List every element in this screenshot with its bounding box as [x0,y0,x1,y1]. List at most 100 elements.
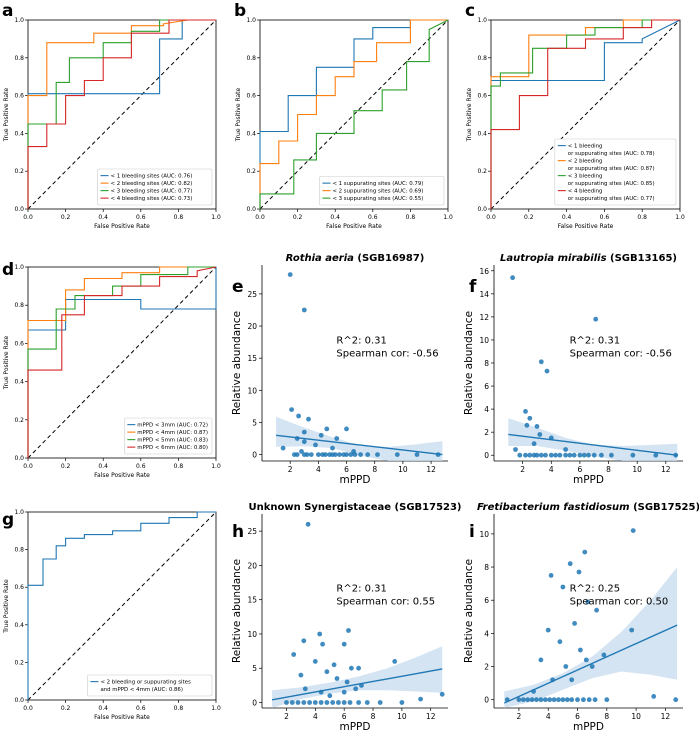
data-point [341,641,347,647]
data-point [523,409,528,414]
data-point [560,584,566,590]
data-point [593,316,599,322]
data-point [513,447,518,452]
data-point [553,452,558,458]
data-point [516,697,522,703]
y-axis-label: True Positive Rate [3,87,10,142]
y-axis-label: Relative abundance [231,311,243,415]
x-tick-label: 0.6 [136,214,146,221]
data-point [330,700,336,705]
data-point [563,447,568,452]
data-point [414,452,420,457]
y-tick-label: 0 [484,696,489,705]
x-tick-label: 6 [575,712,580,721]
spearman-annotation: Spearman cor: -0.56 [570,348,672,359]
x-tick-label: 6 [578,465,583,474]
data-point [604,697,610,703]
data-point [344,679,350,685]
x-tick-label: 0.0 [23,463,33,470]
data-point [524,422,530,428]
y-tick-label: 15 [247,354,257,363]
data-point [334,676,340,681]
y-tick-label: 10 [479,336,489,345]
x-axis-label: False Positive Rate [558,223,614,230]
data-point [537,432,543,437]
scatter-panel-i: 2 4 6 8 10 12 0 2 4 6 8 10 mPPD Relative abundance Fre… [463,502,699,730]
data-point [629,627,635,633]
x-tick-label: 4 [549,465,554,474]
y-tick-label: 1.0 [14,509,24,516]
data-point [581,697,586,703]
chart-title: Fretibacterium fastidiosum (SGB17525) [477,502,699,513]
chance-diagonal-line [27,511,217,701]
data-point [324,669,330,675]
data-point [531,441,537,447]
x-tick-label: 0.6 [600,214,610,221]
y-tick-label: 0.2 [14,417,24,424]
data-point [302,686,308,692]
y-tick-label: 4 [484,629,489,638]
y-tick-label: 0.2 [477,168,487,175]
chart-title: Rothia aeria (SGB16987) [286,253,425,264]
y-tick-label: 1.0 [14,17,24,24]
data-point [567,452,573,458]
data-point [399,700,405,705]
data-point [583,657,589,663]
data-point [346,628,351,633]
legend-entry: < 4 bleeding [568,189,603,195]
y-tick-label: 4 [484,405,489,414]
data-point [577,452,583,458]
panel-label-d: d [2,260,14,280]
data-point [308,452,314,457]
data-point [312,700,318,705]
data-point [336,700,341,705]
plot-frame [259,19,449,210]
y-tick-label: 0.4 [477,130,487,137]
roc-panel-d: 0.0 0.2 0.4 0.6 0.8 1.0 0.0 0.2 0.4 0.6 0.8 1.0 Fals… [3,264,221,479]
legend-entry: or suppurating sites (AUC: 0.77) [568,196,655,202]
data-point [548,452,554,458]
data-point [538,452,544,458]
title-species-name: Lautropia mirabilis [500,253,607,264]
data-point [337,452,342,457]
legend-entry: < 2 suppurating sites (AUC: 0.69) [332,189,423,195]
data-point [529,697,535,703]
data-point [578,647,583,653]
legend-entry: mPPD < 5mm (AUC: 0.83) [137,438,208,444]
data-point [560,697,566,703]
y-tick-label: 16 [479,267,489,276]
data-point [291,652,297,657]
roc-curve-series-4 [27,19,216,209]
data-point [599,452,604,458]
data-point [284,700,289,705]
legend-entry: or suppurating sites (AUC: 0.78) [568,151,655,157]
data-point [324,426,330,432]
roc-panel-g: 0.0 0.2 0.4 0.6 0.8 1.0 0.0 0.2 0.4 0.6 0.8 1.0 Fals… [3,509,221,721]
y-tick-label: 20 [247,561,257,570]
data-point [571,452,577,458]
data-point [280,445,286,451]
data-point [527,452,533,458]
data-point [287,272,293,277]
x-tick-label: 6 [342,712,347,721]
data-point [651,694,657,699]
y-tick-label: 20 [247,322,257,331]
data-point [547,697,553,703]
legend-box [319,176,445,206]
x-tick-label: 12 [661,465,671,474]
data-point [548,573,554,578]
x-tick-label: 0.0 [486,214,496,221]
data-point [601,652,607,658]
x-tick-label: 4 [546,712,551,721]
data-point [377,700,383,705]
y-tick-label: 0.2 [14,659,24,666]
y-tick-label: 0.0 [246,206,256,213]
data-point [585,599,591,605]
data-point [527,415,533,421]
panel-label-h: h [232,522,244,542]
x-tick-label: 0.4 [98,705,108,712]
y-tick-label: 0.4 [14,379,24,386]
data-point [544,368,550,374]
chance-diagonal-line [27,19,217,210]
x-tick-label: 12 [661,712,671,721]
